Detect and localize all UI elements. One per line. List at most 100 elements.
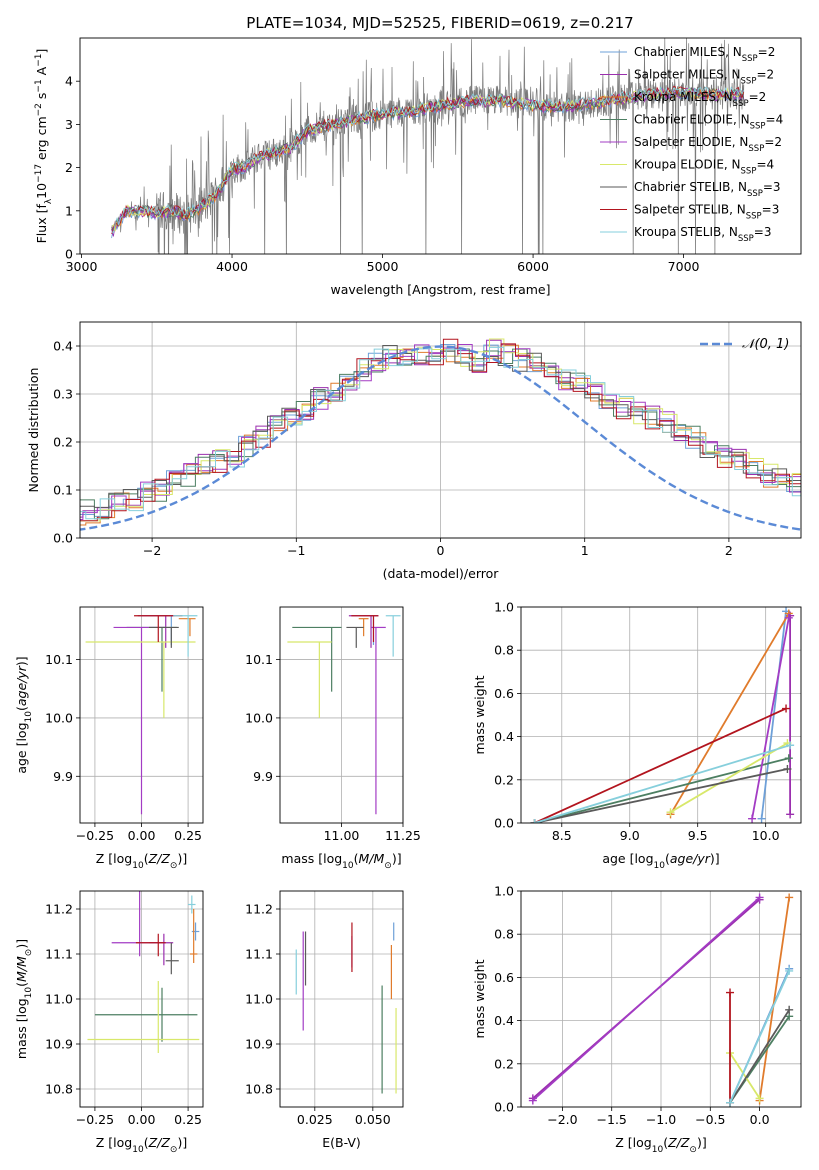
y-tick-label: 11.0 (245, 992, 273, 1007)
mass-weight-marker (755, 1094, 764, 1103)
mass-weight-vs-age-panel: 8.5 9.0 9.5 10.0 0.0 0.2 0.4 0.6 0.8 1.0 age [log1… (472, 600, 802, 871)
age-vs-metallicity-panel: −0.25 0.00 0.25 9.9 10.0 10.1 Z [log10(Z/Z⊙)] a… (14, 606, 204, 871)
y-tick-label: 11.1 (45, 947, 73, 962)
residual-histogram-panel: −2 −1 0 1 2 0.0 0.1 0.2 0.3 0.4 (data-model)/error… (26, 321, 802, 581)
spectrum-panel: 3000 4000 5000 6000 7000 0 1 2 3 4 wavelength [Ang… (34, 37, 802, 297)
x-tick-label: −0.25 (76, 828, 114, 843)
x-tick-label: −1 (287, 543, 305, 558)
mass-weight-marker (748, 814, 757, 823)
y-tick-label: 2 (65, 160, 73, 175)
x-tick-label: 0 (437, 543, 445, 558)
y-tick-label: 1.0 (494, 600, 514, 615)
mass-weight-marker (785, 966, 794, 975)
y-tick-label: 0.0 (494, 816, 514, 831)
y-tick-label: 0.1 (53, 483, 73, 498)
mass-weight-marker (757, 814, 766, 823)
axes-frame (520, 890, 802, 1108)
x-tick-label: 10.0 (752, 828, 780, 843)
legend-label: Chabrier ELODIE, NSSP=4 (634, 113, 783, 132)
y-tick-label: 11.0 (45, 992, 73, 1007)
legend-label: Salpeter STELIB, NSSP=3 (634, 203, 779, 222)
mass-vs-metallicity-panel: −0.25 0.00 0.25 10.8 10.9 11.0 11.1 11.2 Z [log1… (14, 890, 204, 1155)
figure-title: PLATE=1034, MJD=52525, FIBERID=0619, z=0… (246, 14, 633, 32)
x-tick-label: 0.25 (174, 828, 202, 843)
x-tick-label: 0.00 (128, 828, 156, 843)
mass-weight-line (534, 768, 788, 823)
y-tick-label: 10.8 (245, 1082, 273, 1097)
y-tick-label: 0 (65, 247, 73, 262)
y-tick-label: 10.9 (245, 1037, 273, 1052)
axes-frame (79, 890, 204, 1108)
x-tick-label: −1.5 (597, 1112, 627, 1127)
plot-area (87, 891, 200, 1053)
y-tick-label: 4 (65, 74, 73, 89)
x-axis-label: (data-model)/error (383, 566, 500, 581)
mass-weight-marker (755, 893, 764, 902)
legend-label: 𝒩(0, 1) (742, 337, 789, 352)
plot-area (528, 893, 794, 1107)
mass-weight-marker (785, 1005, 794, 1014)
histogram-step-line (80, 338, 801, 522)
mass-weight-line (532, 896, 761, 1102)
mass-vs-extinction-panel: 0.025 0.050 10.8 10.9 11.0 11.1 11.2 E(B-V) (245, 890, 404, 1150)
mass-weight-marker (530, 819, 539, 823)
mass-weight-line (729, 1052, 761, 1099)
x-tick-label: 0.00 (128, 1112, 156, 1127)
x-tick-label: 3000 (66, 259, 98, 274)
y-tick-label: 10.0 (45, 710, 73, 725)
y-tick-label: 0.0 (53, 531, 73, 546)
mass-weight-line (758, 897, 791, 1101)
y-tick-label: 0.0 (494, 1100, 514, 1115)
mass-weight-marker (528, 1096, 537, 1105)
mass-weight-line (669, 613, 790, 815)
y-tick-label: 0.8 (494, 643, 514, 658)
legend-label: Chabrier STELIB, NSSP=3 (634, 180, 781, 199)
x-tick-label: 4000 (216, 259, 248, 274)
y-tick-label: 0.6 (494, 970, 514, 985)
mass-weight-marker (783, 765, 792, 773)
x-tick-label: 11.25 (385, 828, 421, 843)
y-axis-label: age [log10(age/yr)] (14, 656, 34, 773)
y-tick-label: 10.1 (245, 652, 273, 667)
y-axis-label: mass [log10(M/M⊙)] (14, 939, 34, 1059)
plot-area (287, 615, 401, 815)
y-tick-label: 9.9 (253, 769, 273, 784)
grid (80, 891, 203, 1107)
x-tick-label: −2 (143, 543, 161, 558)
age-vs-mass-panel: 11.00 11.25 9.9 10.0 10.1 mass [log10(M/M⊙)] (245, 606, 421, 871)
y-tick-label: 10.9 (45, 1037, 73, 1052)
legend-label: Kroupa ELODIE, NSSP=4 (634, 158, 774, 177)
observed-spectrum-line (111, 38, 745, 254)
y-tick-label: 0.6 (494, 686, 514, 701)
plot-area (530, 607, 795, 823)
x-tick-label: −2.0 (547, 1112, 577, 1127)
mass-weight-line (751, 617, 790, 819)
x-tick-label: −1.0 (646, 1112, 676, 1127)
y-tick-label: 0.2 (494, 772, 514, 787)
grid (280, 607, 404, 823)
mass-weight-marker (785, 893, 794, 902)
x-tick-label: 11.00 (324, 828, 360, 843)
x-tick-label: 6000 (517, 259, 549, 274)
legend-label: Chabrier MILES, NSSP=2 (634, 45, 775, 64)
y-tick-label: 11.2 (45, 902, 73, 917)
x-axis-label: E(B-V) (322, 1135, 361, 1150)
mass-weight-line (534, 707, 787, 823)
plot-area (111, 38, 745, 254)
x-tick-label: 0.0 (750, 1112, 770, 1127)
mass-weight-marker (782, 704, 791, 713)
legend-label: Kroupa MILES, NSSP=2 (634, 90, 766, 109)
y-tick-label: 11.2 (245, 902, 273, 917)
x-tick-label: 9.5 (688, 828, 708, 843)
model-spectrum-line (111, 85, 745, 234)
mass-weight-line (534, 744, 791, 823)
axes-frame (79, 606, 204, 824)
x-tick-label: −0.5 (695, 1112, 725, 1127)
normal-distribution-curve (80, 345, 801, 531)
legend-label: Kroupa STELIB, NSSP=3 (634, 225, 772, 244)
x-tick-label: 2 (725, 543, 733, 558)
axes-frame (79, 321, 802, 539)
x-tick-label: 9.0 (620, 828, 640, 843)
y-axis-label: Normed distribution (26, 368, 41, 493)
mass-weight-marker (784, 613, 793, 622)
